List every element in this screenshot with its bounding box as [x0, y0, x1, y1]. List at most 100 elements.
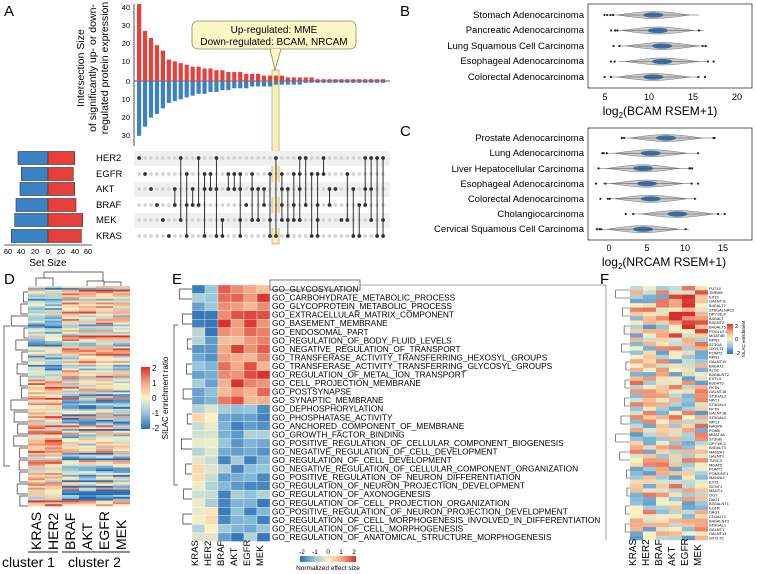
e-dendro-branch [185, 463, 192, 475]
e-legend-ticks: -2 -1 0 1 2 [299, 549, 356, 556]
e-heat-cell [191, 319, 206, 328]
f-heat-cell [656, 389, 669, 394]
up-bar [309, 77, 314, 81]
d-heat-cell [45, 407, 62, 410]
f-heat-cell [643, 492, 656, 498]
d-heat-cell [28, 333, 45, 336]
e-term-label: GO_GLYCOSYLATION [272, 284, 358, 294]
e-term-label: GO_CELL_PROJECTION_MEMBRANE [272, 378, 421, 388]
matrix-dot-active [161, 218, 165, 222]
f-heat-cell [630, 475, 643, 480]
f-dendro-branch [615, 289, 630, 299]
d-heat-cell [113, 496, 130, 499]
violin-outlier [598, 228, 601, 231]
matrix-dot [285, 156, 290, 160]
f-heat-cell [656, 445, 669, 450]
matrix-row-band [134, 213, 390, 228]
d-heat-cell [28, 370, 45, 373]
f-heat-cell [643, 496, 656, 502]
d-dendro-branch [13, 411, 28, 423]
f-heat-cell [656, 488, 669, 493]
d-heat-cell [62, 322, 79, 325]
f-heat-cell [682, 505, 695, 511]
d-heat-cell [45, 410, 62, 413]
f-heat-cell [682, 428, 695, 433]
d-heat-cell [96, 309, 113, 312]
e-heat-cell [243, 344, 258, 354]
tick-up-0: 0 [126, 77, 130, 86]
d-heat-cell [79, 449, 96, 452]
matrix-dot [208, 234, 213, 238]
matrix-dot [172, 218, 177, 222]
d-heat-cell [62, 485, 79, 488]
e-heat-cell [204, 455, 219, 465]
d-heat-cell [79, 328, 96, 331]
d-heat-cell [113, 298, 130, 301]
f-heat-cell [682, 522, 695, 528]
d-heat-cell [96, 410, 113, 413]
e-heat-cell [230, 524, 245, 534]
d-heat-cell [79, 313, 96, 316]
e-heat-cell [204, 464, 219, 474]
f-heat-cell [643, 397, 656, 403]
d-heat-cell [62, 344, 79, 347]
f-heat-cell [643, 445, 656, 450]
d-heat-cell [113, 445, 130, 448]
e-heat-cell [217, 395, 232, 405]
d-heat-cell [79, 300, 96, 303]
e-term-label: GO_POSTSYNAPSE [272, 387, 352, 397]
d-heat-cell [45, 478, 62, 481]
f-heat-cell [695, 402, 708, 407]
f-heat-cell [630, 359, 643, 364]
d-heat-cell [28, 357, 45, 360]
d-heat-cell [28, 328, 45, 331]
set-size-up-bar [47, 213, 83, 227]
matrix-dot [196, 218, 201, 222]
d-heat-cell [113, 313, 130, 316]
d-heat-cell [45, 368, 62, 371]
d-heat-cell [45, 361, 62, 364]
d-heat-cell [79, 375, 96, 378]
d-heat-cell [96, 495, 113, 498]
matrix-dot [155, 156, 159, 160]
e-term-label: GO_NEGATIVE_REGULATION_OF_TRANSPORT [272, 344, 461, 354]
f-heat-cell [695, 475, 708, 480]
f-heat-cell [682, 286, 695, 291]
set-name-egfr: EGFR [96, 169, 123, 180]
d-heat-cell [113, 368, 130, 371]
d-heat-cell [96, 485, 113, 488]
f-heat-cell [669, 290, 682, 295]
b-ticks: 5 10 15 20 [602, 92, 742, 102]
e-heat-cell [191, 464, 206, 474]
d-heat-cell [113, 478, 130, 481]
matrix-dot [262, 218, 266, 222]
f-heat-cell [656, 380, 669, 386]
down-bar [196, 81, 201, 94]
e-term-label: GO_REGULATION_OF_NEURON_PROJECTION_DEVEL… [272, 481, 525, 491]
f-heat-cell [669, 385, 682, 390]
f-heat-cell [695, 354, 708, 360]
d-heat-cell [96, 443, 113, 446]
d-heat-cell [79, 364, 96, 367]
e-heat-cell [217, 464, 232, 474]
f-heat-cell [656, 393, 669, 399]
f-heat-cell [695, 436, 708, 442]
d-heat-cell [96, 388, 113, 391]
d-heat-cell [113, 377, 130, 380]
d-heat-cell [28, 432, 45, 435]
f-heat-cell [695, 294, 708, 300]
e-heat-cell [230, 472, 245, 482]
d-heat-cell [28, 421, 45, 424]
f-heat-cell [643, 518, 656, 523]
d-heat-cell [113, 295, 130, 298]
d-heat-cell [62, 328, 79, 331]
d-heat-cell [113, 412, 130, 415]
c-tick-15: 15 [718, 243, 728, 253]
e-col-braf: BRAF [216, 540, 227, 566]
d-heat-cell [79, 440, 96, 443]
d-heat-cell [113, 359, 130, 362]
f-heat-cell [656, 303, 669, 308]
d-heat-cell [79, 480, 96, 483]
ss-tick-0: 60 [4, 247, 12, 256]
